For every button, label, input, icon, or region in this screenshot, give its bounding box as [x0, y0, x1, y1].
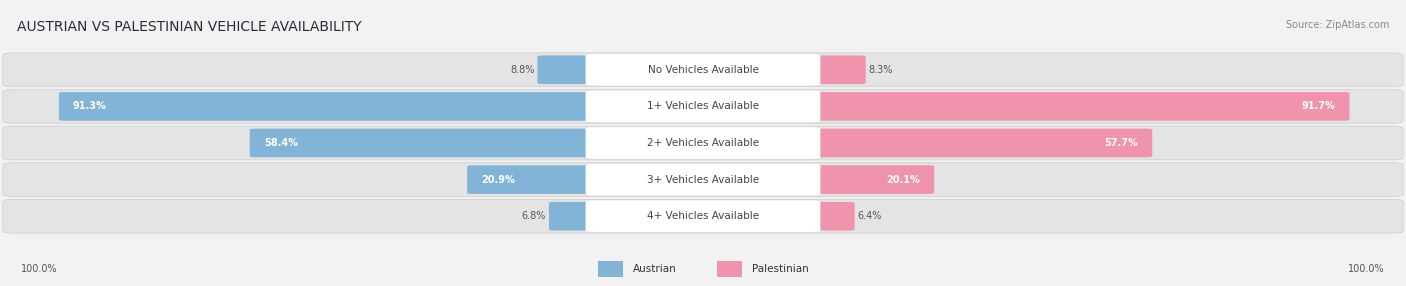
FancyBboxPatch shape	[585, 91, 821, 122]
Text: AUSTRIAN VS PALESTINIAN VEHICLE AVAILABILITY: AUSTRIAN VS PALESTINIAN VEHICLE AVAILABI…	[17, 20, 361, 34]
Text: Austrian: Austrian	[633, 264, 676, 274]
FancyBboxPatch shape	[717, 261, 742, 277]
FancyBboxPatch shape	[585, 127, 821, 159]
Text: 91.3%: 91.3%	[73, 102, 107, 111]
FancyBboxPatch shape	[807, 92, 1350, 121]
FancyBboxPatch shape	[3, 53, 1403, 87]
FancyBboxPatch shape	[537, 55, 599, 84]
FancyBboxPatch shape	[807, 202, 855, 231]
Text: 4+ Vehicles Available: 4+ Vehicles Available	[647, 211, 759, 221]
Text: 20.9%: 20.9%	[481, 175, 515, 184]
Text: 20.1%: 20.1%	[886, 175, 920, 184]
FancyBboxPatch shape	[598, 261, 623, 277]
FancyBboxPatch shape	[548, 202, 599, 231]
Text: 100.0%: 100.0%	[1348, 264, 1385, 274]
Text: 57.7%: 57.7%	[1105, 138, 1139, 148]
FancyBboxPatch shape	[3, 126, 1403, 160]
Text: 8.8%: 8.8%	[510, 65, 534, 75]
FancyBboxPatch shape	[807, 55, 866, 84]
Text: 8.3%: 8.3%	[869, 65, 893, 75]
Text: 1+ Vehicles Available: 1+ Vehicles Available	[647, 102, 759, 111]
Text: Source: ZipAtlas.com: Source: ZipAtlas.com	[1285, 20, 1389, 30]
FancyBboxPatch shape	[807, 129, 1153, 157]
Text: No Vehicles Available: No Vehicles Available	[648, 65, 758, 75]
Text: 100.0%: 100.0%	[21, 264, 58, 274]
Text: 3+ Vehicles Available: 3+ Vehicles Available	[647, 175, 759, 184]
Text: 2+ Vehicles Available: 2+ Vehicles Available	[647, 138, 759, 148]
FancyBboxPatch shape	[3, 199, 1403, 233]
FancyBboxPatch shape	[59, 92, 599, 121]
FancyBboxPatch shape	[250, 129, 599, 157]
Text: Palestinian: Palestinian	[752, 264, 808, 274]
Text: 91.7%: 91.7%	[1302, 102, 1336, 111]
FancyBboxPatch shape	[585, 200, 821, 232]
Text: 6.4%: 6.4%	[858, 211, 882, 221]
FancyBboxPatch shape	[585, 54, 821, 86]
FancyBboxPatch shape	[807, 165, 934, 194]
FancyBboxPatch shape	[3, 163, 1403, 196]
Text: 58.4%: 58.4%	[264, 138, 298, 148]
FancyBboxPatch shape	[585, 164, 821, 195]
FancyBboxPatch shape	[3, 90, 1403, 123]
FancyBboxPatch shape	[467, 165, 599, 194]
Text: 6.8%: 6.8%	[522, 211, 546, 221]
